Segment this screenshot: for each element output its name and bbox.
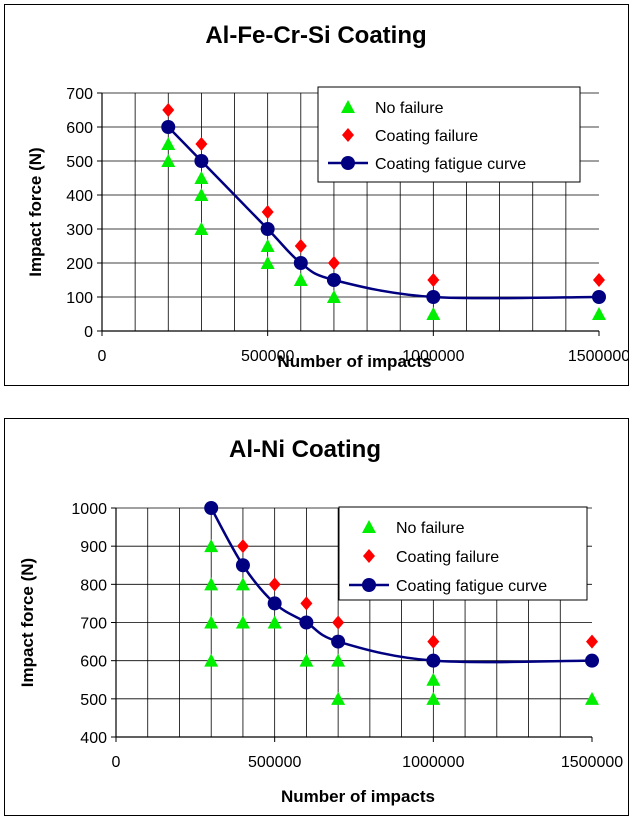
no-failure-point	[331, 653, 346, 667]
coating-failure-point	[327, 256, 340, 270]
x-tick-label: 1500000	[561, 754, 623, 771]
coating-failure-point	[332, 615, 345, 630]
coating-failure-point	[586, 634, 598, 649]
fatigue-curve-point	[161, 120, 176, 134]
y-tick-label: 300	[66, 222, 93, 239]
y-tick-label: 400	[80, 730, 107, 747]
no-failure-point	[194, 188, 209, 201]
chart-panel-2: 400 500 600 700 800 900 1000 0 500000 1000000 1500…	[4, 418, 629, 816]
no-failure-point	[585, 691, 599, 705]
x-tick-label: 1000000	[402, 754, 464, 771]
fatigue-curve-point	[326, 273, 341, 287]
y-tick-label: 200	[66, 256, 93, 273]
x-tick-label: 1000000	[402, 348, 464, 365]
y-tick-label: 500	[66, 154, 93, 171]
legend-marker	[363, 549, 375, 563]
no-failure-point	[235, 577, 250, 591]
legend-marker	[362, 578, 376, 592]
no-failure-point	[260, 239, 275, 252]
fatigue-curve-point	[331, 634, 346, 649]
coating-failure-point	[593, 273, 605, 287]
fatigue-curve-point	[592, 290, 606, 304]
legend-marker	[341, 100, 355, 113]
chart-panel-1: 0 100 200 300 400 500 600 700 0 500000 1000000 1500…	[4, 4, 629, 386]
legend-label: Coating failure	[375, 128, 478, 145]
no-failure-point	[204, 615, 219, 629]
coating-failure-point	[261, 205, 274, 219]
no-failure-point	[331, 691, 346, 705]
legend-box	[317, 86, 581, 183]
y-tick-label: 900	[80, 539, 107, 556]
no-failure-point	[426, 672, 441, 686]
no-failure-point	[326, 290, 341, 303]
legend-label: Coating fatigue curve	[375, 156, 526, 173]
coating-failure-point	[300, 596, 313, 611]
no-failure-point	[204, 653, 219, 667]
fatigue-curve-point	[260, 222, 275, 236]
y-tick-label: 100	[66, 290, 93, 307]
fatigue-curve-point	[194, 154, 209, 168]
chart-title: Al-Fe-Cr-Si Coating	[205, 22, 426, 49]
chart-title: Al-Ni Coating	[229, 436, 381, 463]
y-tick-label: 1000	[71, 501, 107, 518]
no-failure-point	[299, 653, 314, 667]
fatigue-curve-point	[235, 558, 250, 573]
y-tick-label: 700	[80, 616, 107, 633]
fatigue-curve-point	[293, 256, 308, 270]
y-tick-label: 800	[80, 577, 107, 594]
no-failure-point	[161, 137, 176, 150]
fatigue-curve-point	[299, 615, 314, 630]
x-tick-label: 0	[98, 348, 107, 365]
y-tick-label: 400	[66, 188, 93, 205]
no-failure-point	[267, 615, 282, 629]
y-tick-label: 500	[80, 692, 107, 709]
x-tick-label: 500000	[241, 348, 294, 365]
fatigue-curve-point	[267, 596, 282, 611]
no-failure-point	[293, 273, 308, 286]
coating-failure-point	[294, 239, 307, 253]
y-tick-label: 700	[66, 86, 93, 103]
x-tick-label: 500000	[248, 754, 301, 771]
no-failure-point	[194, 222, 209, 235]
fatigue-curve-point	[585, 653, 599, 668]
legend-label: No failure	[375, 100, 444, 117]
legend-marker	[341, 156, 355, 170]
x-axis-title: Number of impacts	[281, 787, 435, 806]
legend-label: No failure	[396, 520, 465, 537]
no-failure-point	[161, 154, 176, 167]
no-failure-point	[426, 307, 441, 320]
y-axis-title: Impact force (N)	[26, 147, 45, 276]
no-failure-point	[592, 307, 606, 320]
x-tick-label: 1500000	[568, 348, 628, 365]
no-failure-point	[260, 256, 275, 269]
coating-failure-point	[162, 103, 175, 117]
y-axis-title: Impact force (N)	[18, 558, 37, 687]
y-tick-label: 600	[66, 120, 93, 137]
coating-failure-point	[236, 539, 249, 554]
legend-marker	[342, 128, 354, 142]
chart-2-svg: 400 500 600 700 800 900 1000 0 500000 1000000 1500…	[18, 436, 623, 806]
coating-failure-point	[427, 273, 440, 287]
legend-marker	[362, 520, 376, 533]
fatigue-curve-point	[426, 653, 441, 668]
x-tick-label: 0	[112, 754, 121, 771]
no-failure-point	[235, 615, 250, 629]
chart-1-svg: 0 100 200 300 400 500 600 700 0 500000 1000000 1500…	[26, 22, 628, 371]
fatigue-curve-point	[426, 290, 441, 304]
y-tick-label: 600	[80, 654, 107, 671]
coating-failure-point	[268, 577, 281, 592]
legend-label: Coating fatigue curve	[396, 578, 547, 595]
y-tick-label: 0	[84, 324, 93, 341]
legend-label: Coating failure	[396, 549, 499, 566]
coating-failure-point	[427, 634, 440, 649]
coating-failure-point	[195, 137, 208, 151]
x-axis-title: Number of impacts	[278, 352, 432, 371]
no-failure-point	[204, 539, 219, 553]
no-failure-point	[426, 691, 441, 705]
no-failure-point	[194, 171, 209, 184]
fatigue-curve-point	[204, 501, 219, 515]
no-failure-point	[204, 577, 219, 591]
